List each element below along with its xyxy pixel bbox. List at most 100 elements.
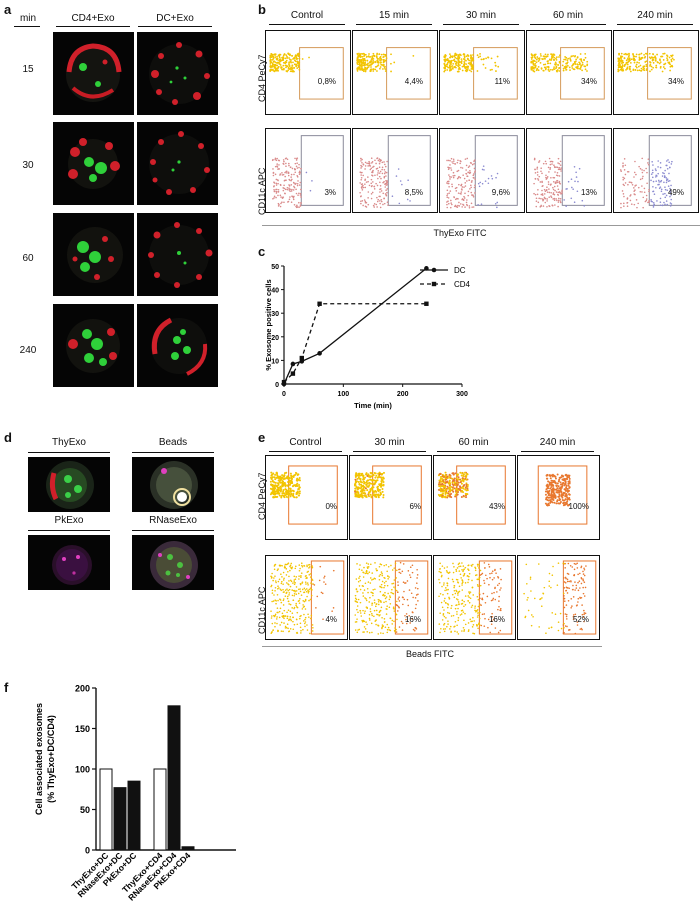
panel-b-scatter-r0-c1 xyxy=(356,47,431,100)
panel-a-row-label-60: 60 xyxy=(22,253,34,264)
panel-b-pct-r1-c2: 9,6% xyxy=(491,188,510,198)
panel-e-col-header-underline-2 xyxy=(437,451,510,452)
panel-c-point-DC xyxy=(290,361,296,367)
panel-e-plot-r1-c3: 52% xyxy=(517,555,600,640)
panel-e-col-header-0: Control xyxy=(289,437,322,448)
panel-b-scatter-r1-c0 xyxy=(271,135,344,209)
panel-e-pct-r0-c3: 100% xyxy=(568,501,589,511)
panel-f-y-tick-label: 150 xyxy=(75,724,90,734)
panel-c-y-tick-label: 10 xyxy=(271,358,279,365)
panel-e-scatter-r0-c2 xyxy=(437,465,506,525)
panel-e-pct-r1-c1: 16% xyxy=(404,615,421,625)
panel-c-point-CD4 xyxy=(424,301,429,306)
panel-b-label: b xyxy=(258,2,266,17)
panel-c-x-tick-label: 300 xyxy=(456,391,468,398)
panel-e-scatter-r0-c0 xyxy=(269,465,338,525)
panel-e-col-header-underline-3 xyxy=(521,451,594,452)
panel-b-scatter-r0-c0 xyxy=(269,47,344,100)
panel-c-point-CD4 xyxy=(281,379,287,385)
panel-c-point-CD4 xyxy=(290,371,296,376)
panel-b-plot-r1-c0: 3% xyxy=(265,128,351,213)
panel-e-scatter-r1-c2 xyxy=(438,560,513,635)
panel-b-plot-r1-c4: 49% xyxy=(613,128,699,213)
micrograph-dc-15 xyxy=(137,32,218,115)
panel-b-pct-r0-c4: 34% xyxy=(667,76,684,86)
panel-b-plot-r0-c4: 34% xyxy=(613,30,699,115)
panel-b-plot-r0-c3: 34% xyxy=(526,30,612,115)
panel-b-pct-r0-c2: 11% xyxy=(494,76,510,86)
panel-a-min-underline xyxy=(14,26,40,27)
panel-b-axis-rule xyxy=(262,225,700,226)
panel-e-col-header-underline-0 xyxy=(269,451,342,452)
panel-e-axis-rule xyxy=(262,646,602,647)
micrograph-dc-60 xyxy=(137,213,218,296)
panel-e-plot-r1-c0: 4% xyxy=(265,555,348,640)
panel-c-y-tick-label: 20 xyxy=(271,335,279,342)
panel-b-plot-r1-c1: 8,5% xyxy=(352,128,438,213)
panel-f-bar-chart: 0 50 100 150 200 Cell associated exosomes (% T… xyxy=(34,684,236,903)
panel-d-header-beads-underline xyxy=(132,452,214,453)
panel-c-series-CD4 xyxy=(283,303,427,383)
micrograph-cd4-60 xyxy=(53,213,134,296)
panel-d-header-pkexo-underline xyxy=(28,530,110,531)
panel-c-y-tick-label: 50 xyxy=(271,264,279,271)
panel-e-pct-r0-c2: 43% xyxy=(488,501,505,511)
panel-b-pct-r0-c1: 4,4% xyxy=(404,76,423,86)
panel-c-y-label: % Exosome positive cells xyxy=(264,279,273,370)
panel-f-bar-2 xyxy=(127,780,141,851)
panel-b-col-header-underline-0 xyxy=(269,24,345,25)
panel-a-label: a xyxy=(4,2,12,17)
panel-e-pct-r1-c3: 52% xyxy=(572,615,589,625)
panel-d-header-pkexo: PkExo xyxy=(54,515,84,526)
panel-f-y-tick-label: 100 xyxy=(75,765,90,775)
panel-d-header-rnaseexo: RNaseExo xyxy=(149,515,197,526)
micrograph-thyexo xyxy=(28,457,110,512)
panel-c-x-tick-label: 100 xyxy=(337,391,349,398)
panel-b-scatter-r1-c1 xyxy=(359,135,431,209)
panel-b-col-header-underline-3 xyxy=(530,24,606,25)
panel-b-col-header-3: 60 min xyxy=(552,10,583,21)
panel-e-pct-r1-c0: 4% xyxy=(325,615,337,625)
panel-f-y-tick-label: 50 xyxy=(80,805,90,815)
panel-a-row-label-240: 240 xyxy=(19,345,37,356)
panel-a-header-dc-underline xyxy=(138,26,212,27)
panel-e-plot-r1-c1: 16% xyxy=(349,555,432,640)
panel-e-col-header-3: 240 min xyxy=(539,437,576,448)
panel-b-plot-r0-c2: 11% xyxy=(439,30,525,115)
panel-c-legend-label-CD4: CD4 xyxy=(454,280,471,289)
panel-d-header-thyexo: ThyExo xyxy=(52,437,86,448)
panel-b-col-header-1: 15 min xyxy=(378,10,409,21)
panel-e-label: e xyxy=(258,430,266,445)
panel-d-header-thyexo-underline xyxy=(28,452,110,453)
panel-f-y-tick-label: 0 xyxy=(85,846,90,856)
panel-f-label: f xyxy=(4,680,9,695)
panel-f-y-label-line2: (% ThyExo+DC/CD4) xyxy=(46,715,56,803)
panel-f-y-label-line1: Cell associated exosomes xyxy=(34,703,44,815)
panel-b-pct-r1-c1: 8,5% xyxy=(404,188,423,198)
micrograph-beads xyxy=(132,457,214,512)
panel-c-label: c xyxy=(258,244,266,259)
panel-c-line-chart: 0 10 20 30 40 50 0 100 200 300 Time (min) % Exosome… xyxy=(264,264,471,410)
panel-b-pct-r1-c3: 13% xyxy=(580,188,597,198)
panel-b-plot-r0-c1: 4,4% xyxy=(352,30,438,115)
panel-a-header-cd4: CD4+Exo xyxy=(71,13,115,24)
panel-e-row-label-cd4: CD4 PeCy7 xyxy=(257,472,267,520)
panel-c-x-tick-label: 200 xyxy=(397,391,409,398)
panel-e-plot-r0-c0: 0% xyxy=(265,455,348,540)
panel-b-plot-r0-c0: 0,8% xyxy=(265,30,351,115)
panel-b-pct-r1-c4: 49% xyxy=(667,188,684,198)
panel-b-col-header-underline-1 xyxy=(356,24,432,25)
panel-c-x-tick-label: 0 xyxy=(282,391,286,398)
panel-b-pct-r1-c0: 3% xyxy=(324,188,336,198)
panel-c-series-DC xyxy=(283,267,427,385)
micrograph-dc-240 xyxy=(137,304,218,387)
panel-e-pct-r0-c1: 6% xyxy=(409,501,421,511)
panel-e-scatter-r1-c1 xyxy=(354,560,429,635)
panel-c-legend-marker-CD4 xyxy=(431,281,437,287)
panel-e-scatter-r1-c3 xyxy=(523,560,597,635)
panel-d-header-rnaseexo-underline xyxy=(132,530,214,531)
panel-e-row-label-cd11c: CD11c APC xyxy=(257,586,267,634)
micrograph-rnaseexo xyxy=(132,535,214,590)
panel-b-col-header-underline-2 xyxy=(443,24,519,25)
panel-e-pct-r0-c0: 0% xyxy=(325,501,337,511)
